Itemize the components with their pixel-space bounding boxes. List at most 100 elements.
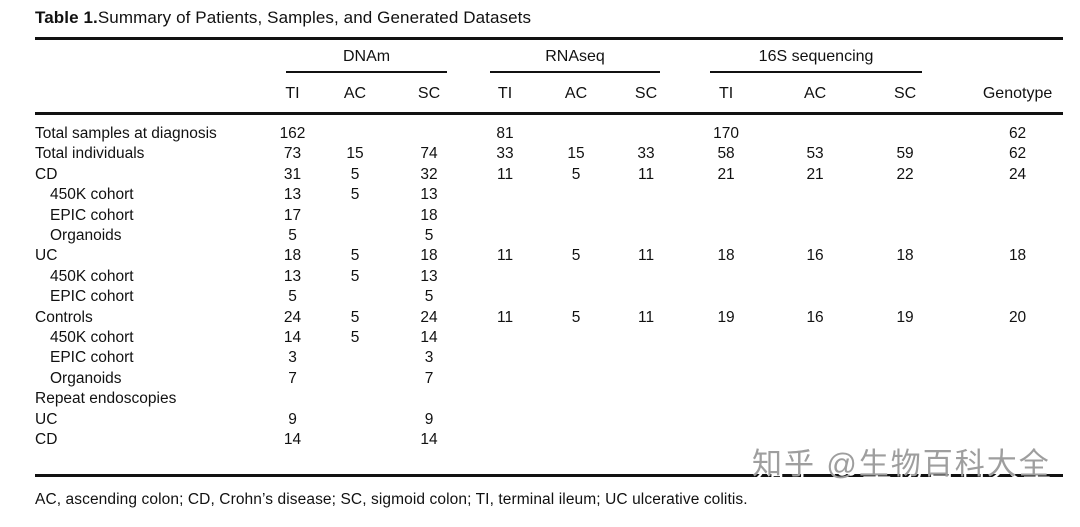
cell-value: 62 xyxy=(1008,125,1027,142)
cell-value: 16 xyxy=(806,308,824,326)
cell-value xyxy=(390,114,468,145)
cell-value: 14 xyxy=(420,431,438,449)
row-label: Total samples at diagnosis xyxy=(35,125,217,142)
cell-value xyxy=(390,389,468,409)
cell-value: 73 xyxy=(283,145,302,163)
cell-value: 74 xyxy=(420,145,438,163)
cell-value: 5 xyxy=(571,247,581,265)
cell-value: 5 xyxy=(350,267,360,285)
cell-value xyxy=(320,226,390,246)
table-title-text: Summary of Patients, Samples, and Genera… xyxy=(97,8,532,27)
cell-value xyxy=(950,287,1063,307)
table-row: Total individuals 73 15 74 33 15 33 58 53 59 62 xyxy=(35,144,1063,164)
cell-value: 53 xyxy=(806,145,824,163)
zhihu-watermark: 知乎 @生物百科大全 xyxy=(752,448,1051,481)
column-header-rnaseq-ti: TI xyxy=(468,74,543,115)
cell-value xyxy=(468,328,542,348)
cell-value: 5 xyxy=(571,165,581,183)
row-label: 450K cohort xyxy=(50,186,134,204)
cell-value: 18 xyxy=(420,206,438,224)
row-label: UC xyxy=(35,410,58,428)
cell-value: 11 xyxy=(496,308,514,326)
cell-value xyxy=(468,287,542,307)
cell-value: 11 xyxy=(638,165,655,183)
group-header-16s: 16S sequencing xyxy=(682,39,950,75)
cell-value xyxy=(682,389,770,409)
cell-value: 7 xyxy=(424,369,434,387)
cell-value xyxy=(770,328,860,348)
table-row: 450K cohort 14 5 14 xyxy=(35,328,1063,348)
cell-value: 3 xyxy=(424,349,434,367)
cell-value: 24 xyxy=(1008,165,1027,183)
cell-value: 14 xyxy=(283,431,302,449)
cell-value: 32 xyxy=(420,165,438,183)
cell-value xyxy=(860,267,950,287)
cell-value xyxy=(770,267,860,287)
cell-value xyxy=(468,410,542,430)
group-label-rnaseq: RNAseq xyxy=(545,48,605,65)
cell-value: 7 xyxy=(288,369,297,387)
cell-value xyxy=(610,430,682,450)
cell-value xyxy=(860,369,950,389)
row-label: UC xyxy=(35,247,58,265)
cell-value: 9 xyxy=(288,410,297,428)
cell-value: 14 xyxy=(283,329,302,347)
cell-value xyxy=(770,226,860,246)
cell-value: 11 xyxy=(496,247,514,265)
cell-value: 5 xyxy=(350,247,360,265)
cell-value xyxy=(320,369,390,389)
cell-value: 24 xyxy=(283,308,302,326)
cell-value xyxy=(610,287,682,307)
cell-value xyxy=(682,410,770,430)
cell-value: 16 xyxy=(806,247,824,265)
cell-value xyxy=(860,287,950,307)
cell-value xyxy=(468,348,542,368)
group-header-row: DNAm RNAseq 16S sequencing Genotype xyxy=(35,38,1064,115)
cell-value xyxy=(468,226,542,246)
cell-value: 58 xyxy=(717,145,735,163)
cell-value xyxy=(682,226,770,246)
row-label: Repeat endoscopies xyxy=(35,390,177,408)
cell-value: 19 xyxy=(717,308,735,326)
cell-value: 18 xyxy=(896,247,914,265)
cell-value xyxy=(542,389,610,409)
cell-value: 13 xyxy=(283,267,302,285)
cell-value: 11 xyxy=(638,247,655,265)
table-row: UC 18 5 18 11 5 11 18 16 18 18 xyxy=(35,246,1063,266)
cell-value: 24 xyxy=(420,308,438,326)
table-header: DNAm RNAseq 16S sequencing Genotype TI A… xyxy=(35,38,1064,115)
cell-value xyxy=(610,389,682,409)
cell-value: 21 xyxy=(717,165,735,183)
cell-value: 33 xyxy=(496,145,514,163)
column-header-genotype: Genotype xyxy=(950,38,1064,115)
cell-value: 11 xyxy=(638,308,655,326)
cell-value xyxy=(770,287,860,307)
cell-value: 17 xyxy=(283,206,302,224)
cell-value xyxy=(468,206,542,226)
column-header-16s-ac: AC xyxy=(770,74,861,115)
cell-value: 15 xyxy=(346,145,364,163)
column-header-dnam-sc: SC xyxy=(390,74,469,115)
cell-value: 20 xyxy=(1008,308,1027,326)
cell-value xyxy=(950,369,1063,389)
cell-value xyxy=(542,430,610,450)
cell-value: 5 xyxy=(350,165,360,183)
cell-value xyxy=(950,185,1063,205)
row-label: EPIC cohort xyxy=(50,206,134,224)
cell-value xyxy=(468,430,542,450)
cell-value: 5 xyxy=(424,288,434,306)
cell-value xyxy=(610,185,682,205)
row-label: 450K cohort xyxy=(50,329,134,347)
cell-value: 18 xyxy=(283,247,302,265)
cell-value xyxy=(542,114,610,145)
cell-value xyxy=(770,114,860,145)
cell-value xyxy=(860,328,950,348)
cell-value: 11 xyxy=(496,165,514,183)
cell-value xyxy=(770,410,860,430)
cell-value xyxy=(265,389,320,409)
cell-value: 81 xyxy=(496,125,514,142)
table-row: CD 31 5 32 11 5 11 21 21 22 24 xyxy=(35,165,1063,185)
cell-value xyxy=(860,114,950,145)
cell-value xyxy=(468,369,542,389)
table-row: EPIC cohort 17 18 xyxy=(35,206,1063,226)
